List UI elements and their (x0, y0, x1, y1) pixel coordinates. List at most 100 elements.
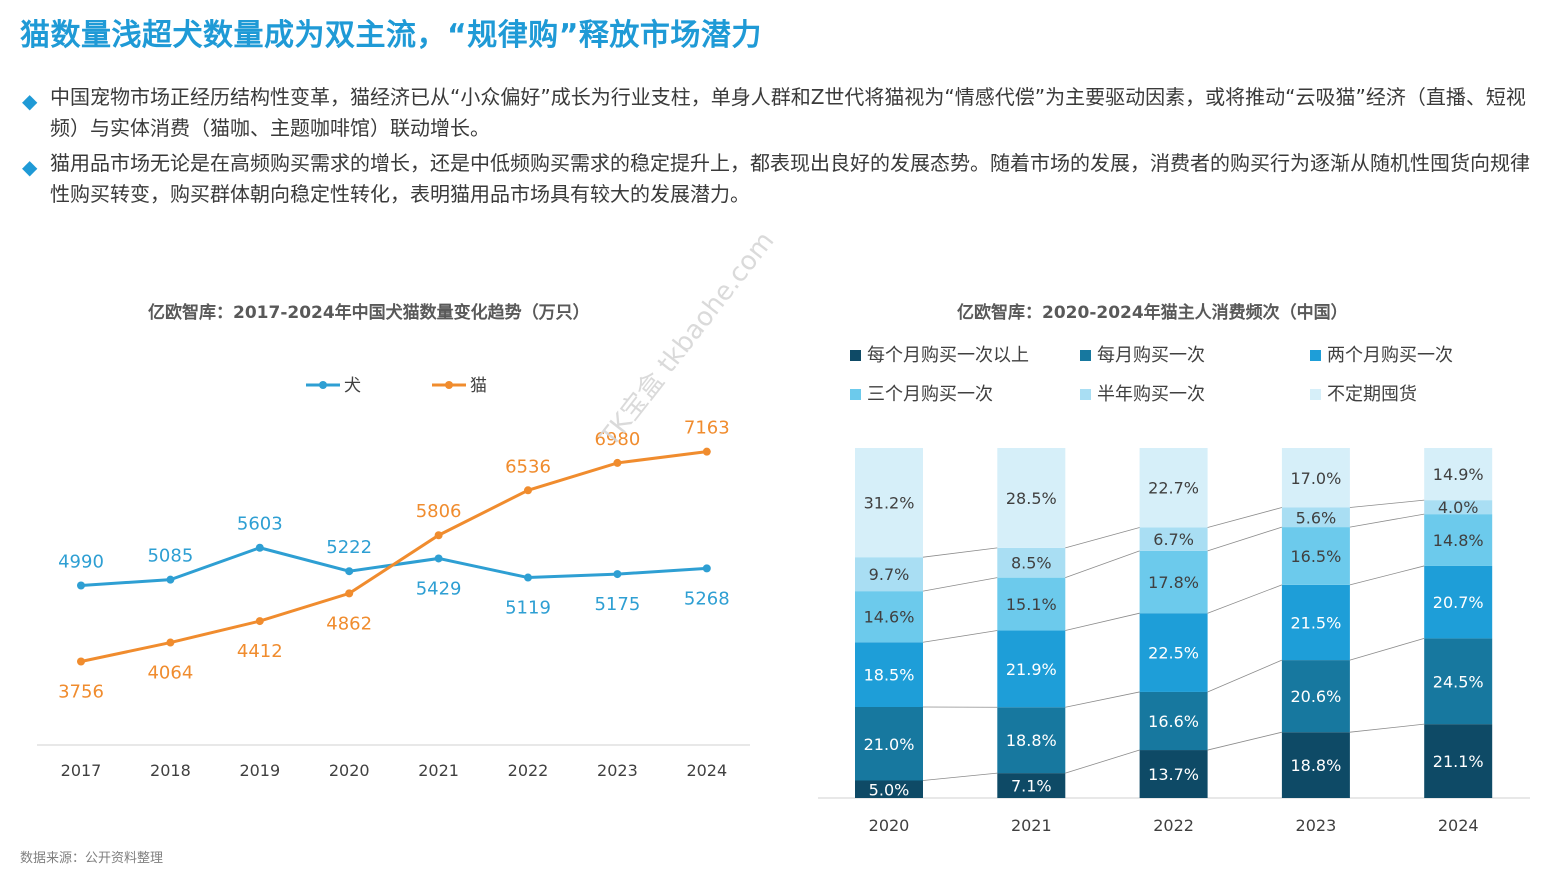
legend-label: 三个月购买一次 (867, 384, 993, 405)
x-tick-label: 2018 (150, 761, 191, 780)
bar-segment (997, 630, 1066, 708)
data-label: 4064 (147, 663, 193, 684)
connector-line (1207, 507, 1283, 528)
bar-segment (1281, 732, 1350, 798)
data-point (434, 554, 443, 563)
x-tick-label: 2020 (869, 816, 910, 835)
x-tick-label: 2021 (418, 761, 459, 780)
diamond-bullet-icon: ◆ (22, 155, 38, 179)
connector-line (1207, 659, 1283, 693)
data-label: 5806 (416, 501, 462, 522)
x-tick-label: 2017 (61, 761, 102, 780)
bar-segment (855, 642, 923, 707)
x-tick-label: 2019 (239, 761, 280, 780)
data-label: 14.8% (1433, 531, 1484, 550)
data-label: 4.0% (1438, 498, 1479, 517)
data-label: 7163 (684, 418, 730, 439)
data-label: 21.9% (1006, 660, 1057, 679)
legend-swatch (850, 350, 861, 361)
bullet-list: ◆ 中国宠物市场正经历结构性变革，猫经济已从“小众偏好”成长为行业支柱，单身人群… (20, 82, 1535, 214)
source-note: 数据来源：公开资料整理 (20, 851, 164, 866)
data-label: 17.8% (1148, 573, 1199, 592)
data-point (166, 638, 175, 647)
bar-segment (1281, 507, 1350, 528)
x-tick-label: 2022 (1153, 816, 1194, 835)
data-label: 5222 (326, 537, 372, 558)
bar-segment (1139, 750, 1208, 798)
data-label: 5085 (147, 546, 193, 567)
bullet-text: 猫用品市场无论是在高频购买需求的增长，还是中低频购买需求的稳定提升上，都表现出良… (50, 151, 1530, 206)
bar-segment (1139, 527, 1208, 551)
bar-segment (997, 707, 1066, 774)
data-label: 8.5% (1011, 554, 1052, 573)
bar-segment (1424, 448, 1493, 501)
data-point (77, 657, 85, 666)
data-label: 6.7% (1153, 530, 1194, 549)
bar-segment (1281, 584, 1350, 661)
data-point (345, 567, 354, 576)
bar-segment (1424, 500, 1493, 515)
connector-line (1349, 513, 1425, 528)
bar-segment (855, 557, 923, 592)
data-point (255, 617, 264, 626)
connector-line (1207, 584, 1283, 614)
bar-segment (997, 448, 1066, 548)
bar-segment (1281, 448, 1350, 508)
data-label: 5.0% (869, 780, 910, 799)
data-label: 5429 (416, 578, 462, 599)
x-tick-label: 2023 (1296, 816, 1337, 835)
bar-segment (1139, 448, 1208, 528)
line-chart: 犬 猫 2017 2018 2019 2020 2021 2022 2023 2024 4990 50… (37, 376, 750, 780)
bar-segment (997, 773, 1066, 798)
line-chart-title: 亿欧智库：2017-2024年中国犬猫数量变化趋势（万只） (148, 303, 590, 323)
data-point (613, 570, 622, 579)
bar-segment (855, 448, 923, 558)
legend-label: 不定期囤货 (1327, 384, 1417, 405)
data-point (524, 486, 532, 495)
connector-line (1349, 499, 1425, 508)
bar-segment (855, 591, 923, 643)
data-label: 6980 (594, 429, 640, 450)
data-label: 14.6% (864, 608, 915, 627)
connector-line (1349, 565, 1425, 586)
legend-swatch (850, 389, 861, 400)
connector-line (1349, 638, 1425, 661)
series-line-cat (80, 450, 707, 663)
data-label: 5268 (684, 588, 730, 609)
bar-segment (1139, 613, 1208, 692)
legend-label: 猫 (470, 376, 487, 396)
data-label: 17.0% (1290, 469, 1341, 488)
x-tick-label: 2023 (597, 761, 638, 780)
legend-swatch (1080, 389, 1091, 400)
bar-segment (1139, 550, 1208, 614)
data-label: 18.8% (1006, 731, 1057, 750)
data-label: 16.5% (1290, 547, 1341, 566)
bullet-item: ◆ 中国宠物市场正经历结构性变革，猫经济已从“小众偏好”成长为行业支柱，单身人群… (20, 82, 1535, 144)
data-label: 5175 (594, 594, 640, 615)
bar-segment (1139, 691, 1208, 751)
bullet-item: ◆ 猫用品市场无论是在高频购买需求的增长，还是中低频购买需求的稳定提升上，都表现… (20, 148, 1535, 210)
connector-line (1065, 527, 1140, 549)
bar-segment (997, 547, 1066, 578)
data-label: 20.6% (1290, 687, 1341, 706)
data-label: 5119 (505, 598, 551, 619)
legend-swatch (1310, 350, 1321, 361)
data-point (255, 543, 264, 552)
data-label: 4862 (326, 613, 372, 634)
data-label: 22.5% (1148, 644, 1199, 663)
diamond-bullet-icon: ◆ (22, 89, 38, 113)
bar-chart-title: 亿欧智库：2020-2024年猫主人消费频次（中国） (957, 303, 1348, 323)
legend-label: 每个月购买一次以上 (867, 345, 1029, 366)
data-label: 18.8% (1290, 756, 1341, 775)
data-label: 5.6% (1296, 508, 1337, 527)
bar-segment (855, 780, 923, 798)
data-label: 3756 (58, 682, 104, 703)
data-label: 18.5% (864, 666, 915, 685)
data-label: 15.1% (1006, 595, 1057, 614)
data-label: 20.7% (1433, 593, 1484, 612)
data-label: 22.7% (1148, 479, 1199, 498)
x-tick-label: 2021 (1011, 816, 1052, 835)
connector-line (922, 547, 998, 558)
data-label: 7.1% (1011, 777, 1052, 796)
